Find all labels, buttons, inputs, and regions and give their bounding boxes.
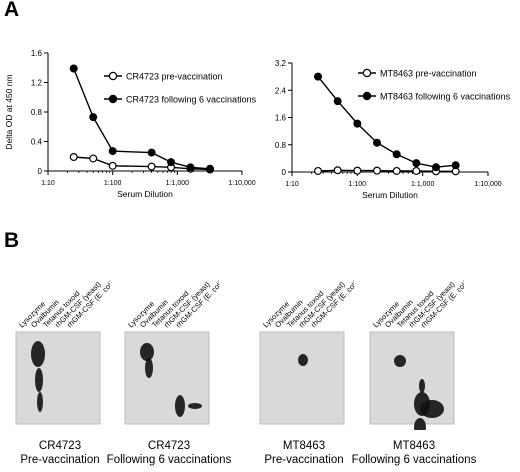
x-tick-label: 1:10,000 (474, 181, 501, 188)
blot-patient-label: MT8463 (282, 440, 326, 452)
data-point (108, 147, 117, 156)
data-point (147, 148, 156, 157)
legend-label: CR4723 following 6 vaccinations (126, 95, 257, 105)
y-axis-title: Delta OD at 450 nm (4, 74, 14, 149)
data-point (373, 166, 382, 175)
data-point (205, 164, 214, 173)
legend-label: MT8463 following 6 vaccinations (380, 92, 511, 102)
data-point (392, 166, 401, 175)
series-line-post-vaccination (317, 76, 456, 168)
panel-label-b: B (4, 229, 20, 252)
chart-cr4723-elisa: 0 0.4 0.8 1.2 1.6 1:10 1:100 1:1,000 1:10,000 Ser… (4, 49, 257, 199)
x-tick-label: 1:1,000 (411, 181, 434, 188)
panel-label-a: A (4, 0, 20, 21)
blot-band (420, 400, 444, 418)
data-point (69, 64, 78, 73)
blot-band (188, 403, 202, 409)
blot-band (175, 395, 185, 417)
blot-patient-label: CR4723 (38, 440, 82, 452)
legend-marker (108, 94, 118, 104)
data-point (333, 97, 342, 106)
blot-caption: MT8463 Pre-vaccination (244, 439, 364, 467)
y-tick-label: 0 (38, 167, 43, 176)
x-axis-title: Serum Dilution (362, 190, 418, 200)
y-tick-label: 0.8 (31, 108, 43, 117)
y-tick-label: 0.8 (275, 141, 287, 150)
blot-band (140, 343, 154, 361)
x-tick-label: 1:10,000 (228, 180, 255, 187)
legend-label: CR4723 pre-vaccination (126, 72, 223, 82)
data-point (353, 119, 362, 128)
x-axis-title: Serum Dilution (117, 189, 173, 199)
blot-band (419, 379, 425, 393)
data-point (373, 138, 382, 147)
blot-condition-label: Pre-vaccination (264, 454, 344, 466)
chart-mt8463-elisa: 0 0.8 1.6 2.4 3.2 1:10 1:100 1:1,000 1:10,000 Ser… (275, 59, 511, 200)
data-point (432, 163, 441, 172)
blot-caption: CR4723 Following 6 vaccinations (99, 439, 239, 467)
data-point (412, 159, 421, 168)
data-point (69, 152, 78, 161)
x-tick-label: 1:100 (104, 180, 122, 187)
blot-film (259, 331, 345, 425)
data-point (89, 154, 98, 163)
data-point (313, 166, 322, 175)
blot-condition-label: Following 6 vaccinations (106, 454, 232, 466)
blot-band (145, 358, 153, 378)
y-tick-label: 1.6 (31, 49, 43, 58)
y-tick-label: 3.2 (275, 59, 287, 68)
data-point (412, 166, 421, 175)
x-tick-label: 1:100 (349, 181, 367, 188)
blot-band (298, 354, 308, 366)
blot-band (414, 418, 426, 430)
y-tick-label: 2.4 (275, 86, 287, 95)
legend-marker (108, 71, 118, 81)
data-point (167, 158, 176, 167)
y-tick-label: 0 (282, 168, 287, 177)
legend-marker (362, 91, 372, 101)
data-point (353, 166, 362, 175)
blot-caption: CR4723 Pre-vaccination (0, 439, 120, 467)
data-point (333, 166, 342, 175)
blot-condition-label: Pre-vaccination (20, 454, 100, 466)
blot-band (394, 355, 406, 367)
x-tick-label: 1:10 (285, 181, 299, 188)
blot-patient-label: MT8463 (392, 440, 436, 452)
x-tick-label: 1:1,000 (166, 180, 189, 187)
blot-film (15, 331, 101, 425)
blot-condition-label: Following 6 vaccinations (351, 454, 477, 466)
blot-band (35, 368, 43, 392)
data-point (89, 113, 98, 122)
y-tick-label: 1.2 (31, 79, 43, 88)
x-tick-label: 1:10 (41, 180, 55, 187)
data-point (186, 163, 195, 172)
blot-patient-label: CR4723 (147, 440, 191, 452)
y-tick-label: 0.4 (31, 138, 43, 147)
data-point (313, 72, 322, 81)
legend-label: MT8463 pre-vaccination (380, 69, 477, 79)
y-tick-label: 1.6 (275, 114, 287, 123)
data-point (147, 162, 156, 171)
blot-band (37, 392, 43, 412)
data-point (108, 161, 117, 170)
blot-band (31, 341, 45, 367)
blot-film (124, 331, 210, 425)
data-point (451, 161, 460, 170)
blot-caption: MT8463 Following 6 vaccinations (344, 439, 484, 467)
legend-marker (362, 68, 372, 78)
data-point (392, 150, 401, 159)
